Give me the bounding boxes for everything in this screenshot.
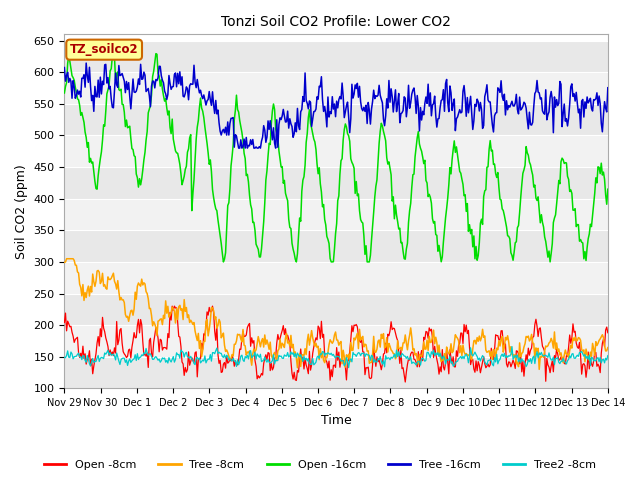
Bar [65,357,608,388]
Bar [65,262,608,293]
X-axis label: Time: Time [321,414,351,427]
Legend: Open -8cm, Tree -8cm, Open -16cm, Tree -16cm, Tree2 -8cm: Open -8cm, Tree -8cm, Open -16cm, Tree -… [39,456,601,474]
Text: TZ_soilco2: TZ_soilco2 [70,43,138,56]
Bar [65,293,608,325]
Y-axis label: Soil CO2 (ppm): Soil CO2 (ppm) [15,164,28,259]
Bar [65,199,608,230]
Bar [65,104,608,135]
Bar [65,135,608,167]
Bar [65,230,608,262]
Bar [65,72,608,104]
Bar [65,41,608,72]
Bar [65,325,608,357]
Title: Tonzi Soil CO2 Profile: Lower CO2: Tonzi Soil CO2 Profile: Lower CO2 [221,15,451,29]
Bar [65,167,608,199]
